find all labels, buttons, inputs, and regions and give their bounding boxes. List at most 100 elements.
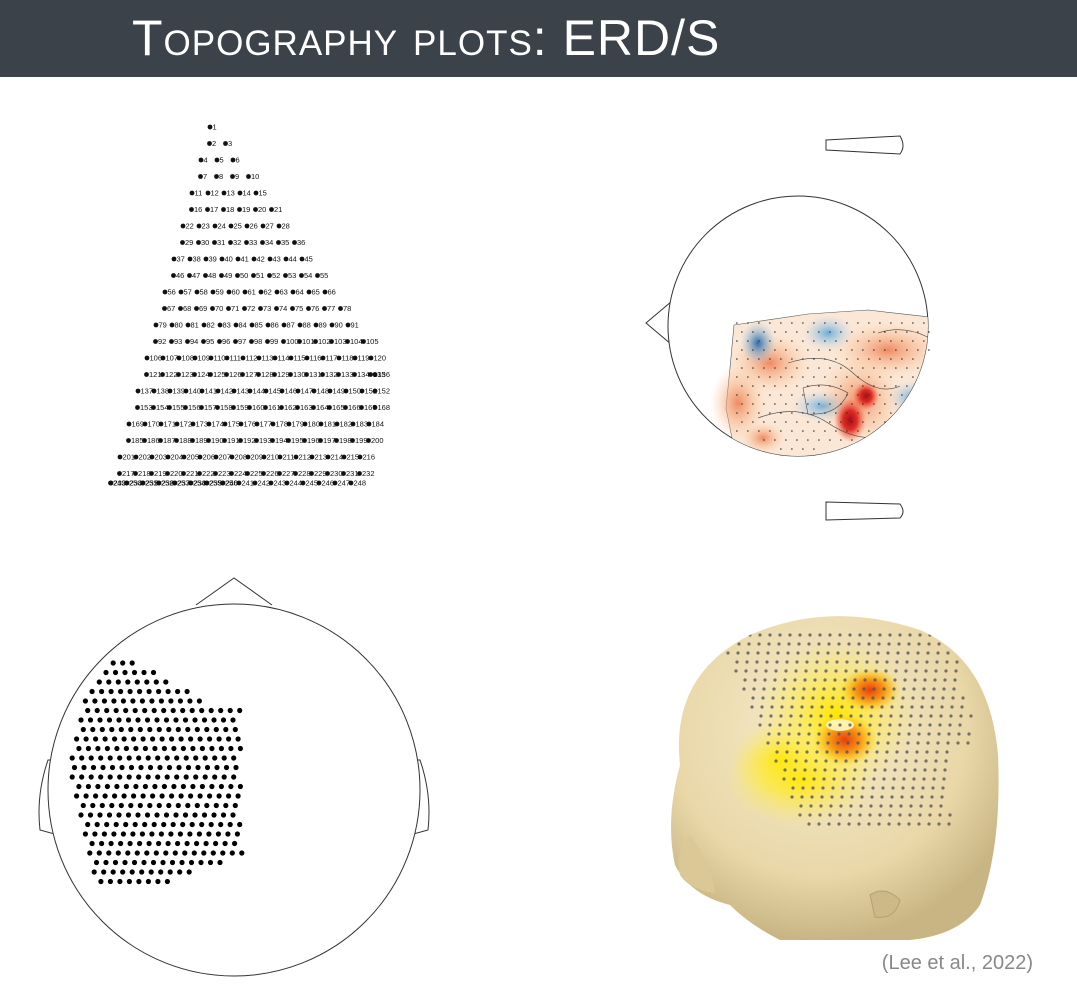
electrode-dot-icon <box>884 421 886 423</box>
electrode-number-label: 69 <box>199 304 207 313</box>
electrode-dot-icon <box>799 804 803 808</box>
electrode-dot-icon <box>856 651 860 655</box>
electrode-dot-icon <box>352 355 358 361</box>
electrode-dot-icon <box>283 273 288 278</box>
electrode-dot-icon <box>840 421 842 423</box>
electrode-dot-icon <box>256 355 262 361</box>
electrode-dot-icon <box>366 421 372 427</box>
electrode-dot-icon <box>112 736 118 742</box>
electrode-dot-icon <box>759 714 763 718</box>
electrode-dot-icon <box>967 732 971 736</box>
electrode-number-label: 74 <box>279 304 287 313</box>
electrode-dot-icon <box>774 421 776 423</box>
electrode-dot-icon <box>91 869 97 875</box>
electrode-dot-icon <box>158 421 164 427</box>
electrode-number-label: 150 <box>349 387 362 396</box>
electrode-dot-icon <box>788 633 792 637</box>
electrode-dot-icon <box>943 768 947 772</box>
electrode-dot-icon <box>145 774 151 780</box>
electrode-dot-icon <box>898 813 902 817</box>
electrode-dot-icon <box>231 755 237 761</box>
electrode-number-label: 167 <box>364 403 377 412</box>
electrode-dot-icon <box>808 633 812 637</box>
electrode-dot-icon <box>196 831 202 837</box>
electrode-dot-icon <box>908 813 912 817</box>
electrode-number-label: 84 <box>239 321 247 330</box>
electrode-dot-icon <box>938 813 942 817</box>
electrode-dot-icon <box>269 207 274 212</box>
electrode-dot-icon <box>221 774 227 780</box>
electrode-number-label: 27 <box>266 222 274 231</box>
electrode-dot-icon <box>860 705 864 709</box>
electrode-dot-icon <box>247 405 252 410</box>
electrode-number-label: 133 <box>341 370 354 379</box>
electrode-dot-icon <box>169 859 176 866</box>
electrode-dot-icon <box>199 821 205 828</box>
electrode-dot-icon <box>842 777 846 781</box>
electrode-dot-icon <box>188 793 194 799</box>
electrode-dot-icon <box>947 732 951 736</box>
electrode-dot-icon <box>901 340 903 342</box>
electrode-dot-icon <box>772 687 776 691</box>
electrode-number-label: 206 <box>203 453 216 462</box>
electrode-dot-icon <box>175 802 181 809</box>
erds-heatmap <box>710 309 928 456</box>
electrode-dot-icon <box>205 190 211 196</box>
electrode-number-label: 226 <box>266 469 279 478</box>
electrode-dot-icon <box>839 804 843 808</box>
electrode-dot-icon <box>802 322 804 324</box>
electrode-number-label: 9 <box>235 172 239 181</box>
electrode-dot-icon <box>122 669 128 676</box>
electrode-dot-icon <box>824 412 826 414</box>
electrode-dot-icon <box>765 660 769 664</box>
electrode-dot-icon <box>96 679 102 685</box>
electrode-dot-icon <box>118 802 124 809</box>
electrode-dot-icon <box>780 430 782 432</box>
electrode-dot-icon <box>139 831 145 837</box>
electrode-dot-icon <box>909 804 913 808</box>
electrode-dot-icon <box>215 831 221 837</box>
electrode-dot-icon <box>736 651 740 655</box>
electrode-dot-icon <box>938 633 942 637</box>
electrode-dot-icon <box>223 726 229 733</box>
electrode-dot-icon <box>741 385 743 387</box>
electrode-dot-icon <box>899 804 903 808</box>
electrode-dot-icon <box>107 774 113 780</box>
electrode-number-label: 90 <box>335 321 343 330</box>
electrode-dot-icon <box>306 306 311 311</box>
electrode-dot-icon <box>228 223 234 229</box>
electrode-number-label: 244 <box>290 479 303 488</box>
electrode-dot-icon <box>203 273 208 278</box>
electrode-dot-icon <box>180 745 186 752</box>
electrode-dot-icon <box>862 367 864 369</box>
electrode-dot-icon <box>329 339 334 344</box>
electrode-dot-icon <box>900 795 904 799</box>
electrode-dot-icon <box>873 768 877 772</box>
electrode-dot-icon <box>763 678 767 682</box>
electrode-dot-icon <box>752 349 754 351</box>
electrode-dot-icon <box>906 367 908 369</box>
electrode-dot-icon <box>110 869 116 875</box>
electrode-number-label: 195 <box>291 436 304 445</box>
electrode-number-label: 125 <box>213 370 226 379</box>
electrode-dot-icon <box>945 750 949 754</box>
electrode-number-label: 224 <box>234 469 247 478</box>
electrode-dot-icon <box>901 322 903 324</box>
electrode-number-label: 131 <box>309 370 322 379</box>
electrode-dot-icon <box>794 669 798 673</box>
electrode-dot-icon <box>933 768 937 772</box>
electrode-dot-icon <box>780 322 782 324</box>
electrode-number-label: 5 <box>220 156 224 165</box>
electrode-dot-icon <box>941 786 945 790</box>
electrode-dot-icon <box>189 207 194 212</box>
electrode-number-label: 119 <box>358 354 370 363</box>
electrode-dot-icon <box>182 812 189 818</box>
electrode-dot-icon <box>871 786 875 790</box>
electrode-dot-icon <box>237 821 243 828</box>
electrode-dot-icon <box>171 256 177 262</box>
electrode-dot-icon <box>769 340 771 342</box>
electrode-dot-icon <box>780 705 784 709</box>
electrode-number-label: 8 <box>219 172 223 181</box>
electrode-dot-icon <box>919 714 923 718</box>
electrode-dot-icon <box>117 471 122 476</box>
